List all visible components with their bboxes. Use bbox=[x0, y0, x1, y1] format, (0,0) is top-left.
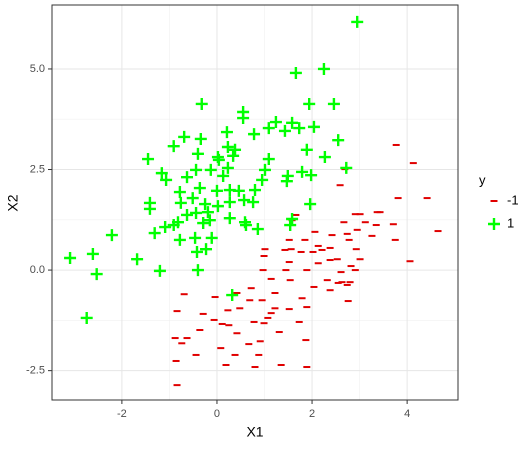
point bbox=[332, 134, 345, 147]
point bbox=[226, 289, 239, 302]
y-tick-label: -2.5 bbox=[26, 365, 45, 377]
point bbox=[212, 153, 225, 166]
point bbox=[155, 167, 168, 180]
y-tick-label: 0.0 bbox=[30, 264, 45, 276]
point bbox=[205, 231, 218, 244]
point bbox=[247, 196, 260, 209]
point bbox=[262, 153, 275, 166]
point bbox=[220, 126, 233, 139]
x-axis-title: X1 bbox=[246, 424, 263, 440]
point bbox=[317, 62, 330, 75]
legend-label: -1 bbox=[507, 192, 519, 207]
point bbox=[296, 165, 309, 178]
legend-key bbox=[488, 218, 500, 230]
point bbox=[148, 227, 161, 240]
point bbox=[237, 112, 250, 125]
point bbox=[199, 198, 212, 211]
point bbox=[178, 130, 191, 143]
point bbox=[105, 229, 118, 242]
legend-label: 1 bbox=[507, 215, 514, 230]
x-tick-label: -2 bbox=[117, 408, 127, 420]
point bbox=[262, 122, 275, 135]
point bbox=[195, 97, 208, 110]
point bbox=[203, 214, 216, 227]
point bbox=[327, 97, 340, 110]
point bbox=[210, 184, 223, 197]
point bbox=[251, 223, 264, 236]
legend-title: y bbox=[479, 172, 486, 187]
point bbox=[303, 97, 316, 110]
point bbox=[286, 116, 299, 129]
point bbox=[173, 233, 186, 246]
point bbox=[249, 184, 261, 197]
point bbox=[280, 175, 293, 188]
point bbox=[211, 200, 224, 213]
y-axis-title: X2 bbox=[5, 194, 21, 211]
point bbox=[190, 163, 203, 176]
point bbox=[278, 124, 291, 137]
point bbox=[167, 219, 180, 232]
point bbox=[197, 217, 210, 230]
point bbox=[258, 163, 271, 176]
point bbox=[340, 161, 353, 174]
point bbox=[307, 120, 320, 133]
point bbox=[229, 143, 242, 156]
point bbox=[232, 184, 245, 197]
point bbox=[159, 221, 172, 234]
point bbox=[193, 182, 206, 195]
point bbox=[160, 173, 173, 186]
point bbox=[181, 171, 194, 184]
point bbox=[304, 198, 317, 211]
point bbox=[269, 116, 282, 129]
x-tick-label: 4 bbox=[404, 408, 410, 420]
point bbox=[189, 231, 202, 244]
point bbox=[86, 247, 99, 260]
point bbox=[190, 206, 203, 219]
point bbox=[191, 264, 204, 277]
point bbox=[223, 196, 236, 209]
point bbox=[204, 163, 217, 176]
point bbox=[167, 140, 180, 153]
point bbox=[181, 208, 194, 221]
panel-border bbox=[51, 4, 459, 401]
point bbox=[194, 132, 207, 145]
y-tick-label: 2.5 bbox=[30, 163, 45, 175]
point bbox=[318, 151, 331, 164]
point bbox=[201, 206, 214, 219]
point bbox=[293, 122, 306, 135]
point bbox=[64, 252, 77, 265]
point bbox=[173, 186, 186, 199]
point bbox=[143, 202, 156, 215]
point bbox=[300, 143, 313, 156]
point bbox=[221, 161, 234, 174]
point bbox=[90, 268, 103, 281]
point bbox=[131, 253, 144, 266]
point bbox=[238, 194, 251, 207]
point bbox=[80, 311, 93, 324]
point bbox=[142, 153, 155, 166]
point bbox=[223, 212, 236, 225]
point bbox=[200, 243, 213, 256]
point bbox=[227, 149, 240, 162]
x-tick-label: 2 bbox=[309, 408, 315, 420]
point bbox=[174, 196, 187, 209]
point bbox=[305, 169, 318, 182]
point bbox=[191, 147, 204, 160]
point bbox=[239, 216, 252, 229]
x-tick-label: 0 bbox=[214, 408, 220, 420]
point bbox=[191, 245, 203, 258]
point bbox=[256, 173, 269, 186]
point bbox=[217, 169, 230, 182]
point bbox=[351, 15, 364, 28]
y-tick-label: 5.0 bbox=[30, 63, 45, 75]
point bbox=[153, 264, 166, 277]
point bbox=[289, 66, 302, 79]
point bbox=[284, 219, 297, 232]
point bbox=[286, 212, 299, 225]
point bbox=[248, 128, 261, 141]
point bbox=[186, 192, 199, 205]
point bbox=[221, 140, 234, 153]
